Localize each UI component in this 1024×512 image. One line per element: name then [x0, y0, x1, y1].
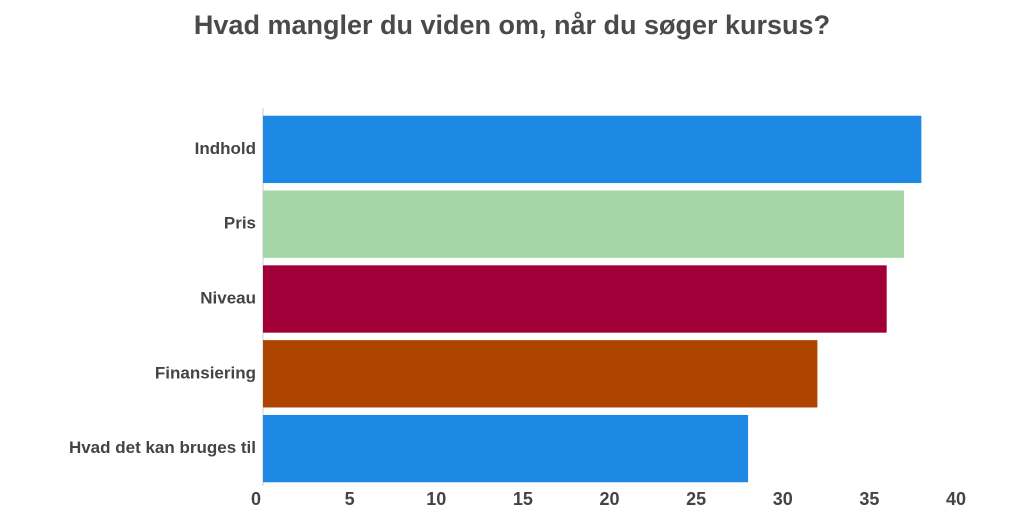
- chart-title: Hvad mangler du viden om, når du søger k…: [194, 10, 830, 40]
- x-tick-label: 10: [426, 489, 446, 509]
- bar: [263, 340, 818, 408]
- bar: [263, 265, 887, 333]
- x-tick-label: 0: [251, 489, 261, 509]
- x-tick-label: 25: [686, 489, 706, 509]
- bar: [263, 414, 749, 483]
- bar: [263, 190, 905, 258]
- x-tick-label: 40: [946, 489, 966, 509]
- x-tick-label: 30: [773, 489, 793, 509]
- y-tick-label: Finansiering: [155, 363, 256, 382]
- y-tick-label: Hvad det kan bruges til: [69, 438, 256, 457]
- y-tick-label: Indhold: [195, 139, 256, 158]
- y-tick-label: Niveau: [200, 288, 256, 307]
- x-tick-label: 15: [513, 489, 533, 509]
- x-tick-label: 5: [345, 489, 355, 509]
- x-tick-label: 20: [599, 489, 619, 509]
- bar: [263, 115, 922, 184]
- y-tick-label: Pris: [224, 214, 256, 233]
- x-tick-label: 35: [859, 489, 879, 509]
